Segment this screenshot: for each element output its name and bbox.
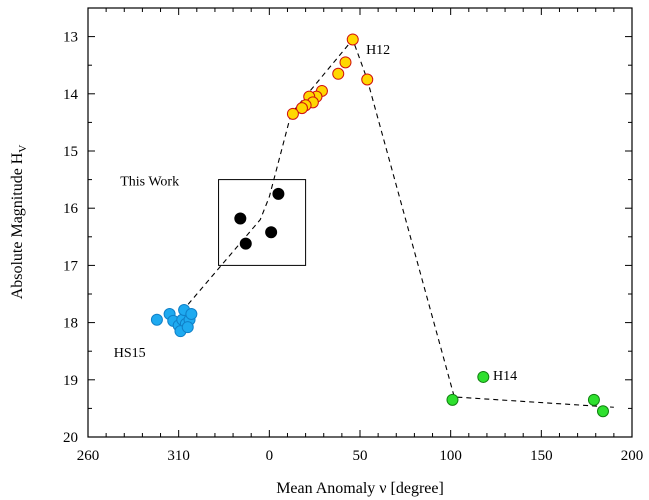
data-point [361, 73, 374, 86]
data-point [185, 308, 198, 321]
series-1 [286, 33, 374, 120]
y-tick-label: 16 [63, 201, 79, 217]
annotation-h14: H14 [493, 369, 517, 384]
data-point [181, 321, 194, 334]
data-point [339, 56, 352, 69]
x-tick-label: 260 [77, 448, 100, 464]
x-tick-label: 310 [167, 448, 190, 464]
data-point [587, 393, 600, 406]
y-axis-title-sub: V [17, 145, 29, 153]
data-point [286, 107, 299, 120]
data-point [477, 370, 490, 383]
y-tick-label: 15 [63, 144, 78, 160]
x-axis-title: Mean Anomaly ν [degree] [276, 480, 444, 497]
trend-line-layer [181, 38, 614, 408]
this-work-box [218, 179, 307, 266]
y-axis-title: Absolute Magnitude HV [9, 145, 29, 300]
y-tick-label: 14 [63, 87, 79, 103]
data-point [346, 33, 359, 46]
data-point [272, 187, 285, 200]
x-tick-label: 150 [530, 448, 553, 464]
series-3 [150, 304, 198, 338]
y-tick-label: 13 [63, 30, 78, 46]
x-tick-label: 0 [266, 448, 274, 464]
series-4 [446, 370, 609, 418]
plot-frame [87, 7, 633, 438]
data-point [265, 226, 278, 239]
annotation-hs15: HS15 [114, 346, 146, 361]
x-tick-label: 100 [439, 448, 462, 464]
y-tick-label: 19 [63, 373, 78, 389]
ticks: 260 310 0 50 100 150 200 13 14 15 16 17 18 19 20 [63, 7, 644, 464]
data-point [150, 313, 163, 326]
y-axis-title-main: Absolute Magnitude H [9, 152, 26, 299]
data-point [332, 67, 345, 80]
data-point [295, 102, 308, 115]
annotation-this-work: This Work [120, 174, 179, 189]
x-tick-label: 200 [621, 448, 644, 464]
data-points [150, 33, 609, 418]
data-point [234, 212, 247, 225]
x-tick-label: 50 [353, 448, 368, 464]
axes [87, 7, 633, 438]
y-tick-label: 20 [63, 430, 78, 446]
annotations: H12 This Work HS15 H14 [114, 43, 517, 384]
trend-line [181, 38, 614, 408]
data-point [596, 405, 609, 418]
series-2 [234, 187, 285, 250]
y-tick-label: 18 [63, 316, 78, 332]
y-tick-label: 17 [63, 258, 79, 274]
data-point [446, 393, 459, 406]
data-point [239, 237, 252, 250]
annotation-h12: H12 [366, 43, 390, 58]
